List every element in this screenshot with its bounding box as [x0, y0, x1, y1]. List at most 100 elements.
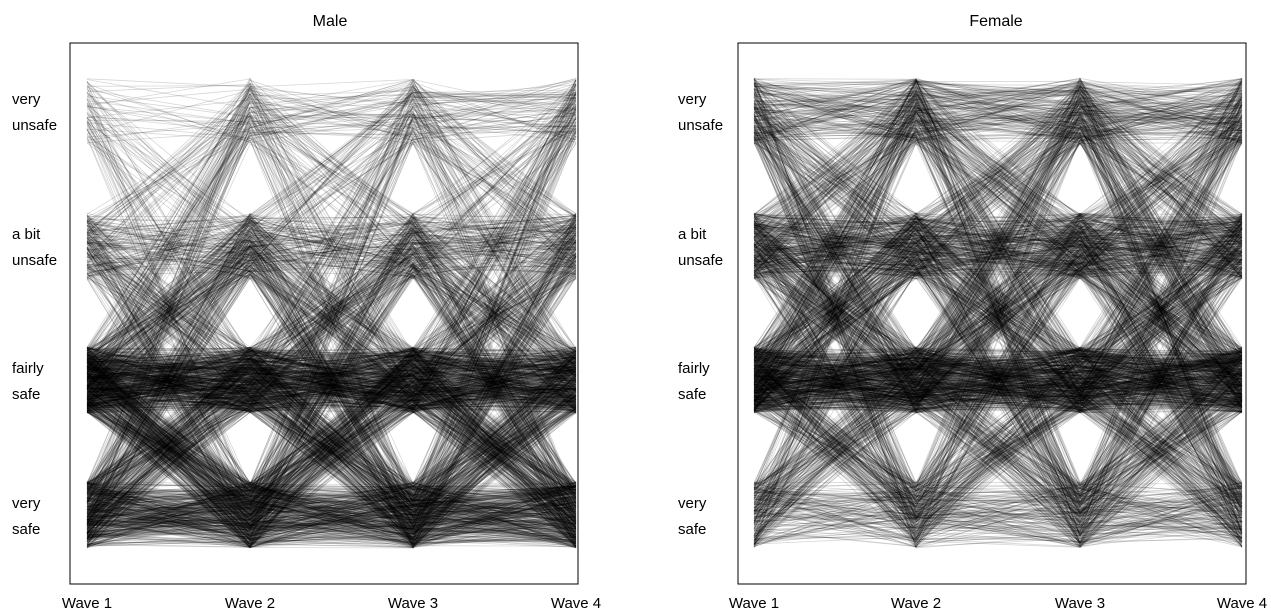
respondent-line [86, 370, 577, 541]
respondent-line [86, 357, 577, 530]
respondent-line [86, 277, 577, 388]
respondent-line [86, 398, 577, 541]
respondent-line [86, 221, 577, 397]
respondent-line [86, 100, 577, 542]
respondent-line [86, 241, 577, 542]
respondent-line [86, 354, 577, 534]
respondent-line [86, 362, 577, 513]
respondent-line [86, 99, 577, 383]
respondent-line [86, 254, 577, 409]
respondent-line [86, 252, 577, 498]
respondent-line [86, 364, 577, 543]
respondent-line [86, 271, 577, 401]
respondent-line [86, 354, 577, 522]
respondent-line [86, 229, 577, 519]
respondent-line [86, 395, 577, 537]
respondent-line [86, 391, 577, 485]
respondent-line [86, 216, 577, 529]
respondent-line [86, 115, 577, 548]
y-tick-label: very [12, 91, 41, 108]
respondent-line [86, 221, 577, 362]
respondent-line [86, 361, 577, 543]
respondent-line [86, 392, 577, 543]
respondent-line [86, 213, 577, 535]
respondent-line [86, 82, 577, 539]
respondent-line [86, 358, 577, 533]
respondent-line [86, 214, 577, 496]
respondent-line [86, 347, 577, 517]
respondent-line [86, 113, 577, 548]
respondent-line [86, 228, 577, 515]
respondent-line [86, 373, 577, 524]
respondent-line [86, 223, 577, 548]
respondent-line [86, 367, 577, 512]
respondent-line [86, 273, 577, 542]
respondent-line [86, 272, 577, 536]
respondent-line [86, 226, 577, 488]
respondent-line [86, 362, 577, 410]
respondent-line [86, 365, 577, 505]
respondent-line [86, 267, 577, 538]
respondent-line [86, 374, 577, 409]
respondent-line [86, 379, 577, 533]
respondent-line [86, 410, 577, 542]
respondent-line [86, 234, 577, 515]
respondent-line [86, 252, 577, 484]
respondent-line [86, 346, 577, 540]
respondent-line [86, 117, 577, 538]
respondent-line [86, 241, 577, 519]
respondent-line [86, 363, 577, 488]
respondent-line [86, 273, 577, 525]
respondent-line [86, 103, 577, 399]
respondent-line [86, 347, 577, 528]
respondent-line [86, 400, 577, 504]
respondent-line [86, 378, 577, 545]
respondent-line [86, 367, 577, 538]
respondent-line [86, 388, 577, 517]
respondent-line [86, 244, 577, 483]
respondent-line [86, 348, 577, 411]
respondent-line [86, 366, 577, 524]
respondent-line [86, 394, 577, 503]
respondent-line [86, 486, 577, 545]
respondent-line [86, 102, 577, 528]
respondent-line [86, 96, 577, 500]
respondent-line [86, 132, 577, 374]
respondent-line [86, 112, 577, 543]
respondent-line [86, 384, 577, 520]
respondent-line [86, 385, 577, 549]
respondent-line [86, 85, 577, 141]
respondent-line [86, 376, 577, 510]
respondent-line [86, 217, 577, 517]
respondent-line [86, 224, 577, 394]
respondent-line [86, 354, 577, 511]
respondent-line [86, 220, 577, 525]
respondent-line [86, 350, 577, 498]
respondent-line [86, 109, 577, 517]
respondent-line [86, 398, 577, 543]
respondent-line [86, 87, 577, 398]
respondent-line [86, 123, 577, 411]
respondent-line [86, 486, 577, 546]
respondent-line [86, 238, 577, 548]
respondent-line [86, 498, 577, 548]
respondent-line [86, 257, 577, 412]
respondent-line [86, 358, 577, 499]
respondent-line [86, 388, 577, 546]
respondent-line [86, 93, 577, 373]
respondent-line [86, 213, 577, 499]
respondent-line [86, 219, 577, 386]
respondent-line [86, 386, 577, 542]
respondent-line [86, 367, 577, 541]
respondent-line [86, 359, 577, 386]
respondent-line [86, 260, 577, 400]
respondent-line [86, 361, 577, 516]
respondent-line [86, 237, 577, 527]
respondent-line [86, 273, 577, 534]
respondent-line [86, 220, 577, 540]
respondent-line [86, 232, 577, 485]
respondent-line [86, 89, 577, 354]
respondent-line [86, 361, 577, 545]
respondent-line [86, 242, 577, 401]
respondent-line [86, 267, 577, 407]
